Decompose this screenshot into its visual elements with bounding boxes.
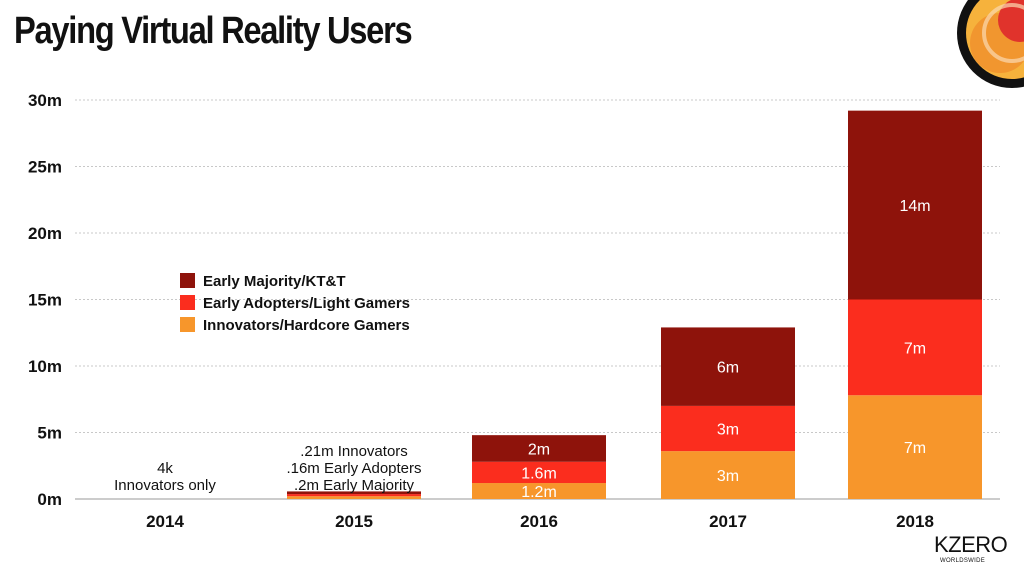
bar-segment — [848, 395, 982, 499]
y-tick-label: 15m — [28, 291, 62, 310]
y-tick-label: 20m — [28, 224, 62, 243]
bar-segment — [661, 451, 795, 499]
bar-segment — [472, 435, 606, 462]
kzero-emblem-icon — [957, 0, 1024, 88]
bar-value-label: 14m — [899, 198, 930, 215]
x-tick-label: 2015 — [335, 512, 373, 531]
kzero-logo: KZERO WORLDSWIDE — [934, 532, 1008, 564]
bar-segment — [848, 299, 982, 396]
logo-subtext: WORLDSWIDE — [940, 558, 985, 564]
bar-value-label: 3m — [717, 422, 739, 439]
bar-segment — [287, 496, 421, 499]
chart-title: Paying Virtual Reality Users — [14, 10, 413, 52]
bar-annotation: Innovators only — [114, 477, 216, 494]
x-tick-label: 2018 — [896, 512, 934, 531]
bar-annotation: 4k — [157, 460, 173, 477]
bar-annotation: .16m Early Adopters — [286, 460, 421, 477]
legend-swatch — [180, 295, 195, 310]
bar-value-label: 7m — [904, 440, 926, 457]
bar-segment — [287, 491, 421, 495]
bar-segment — [287, 494, 421, 497]
bar-value-label: 3m — [717, 468, 739, 485]
bar-segment — [661, 405, 795, 452]
bar-value-label: 1.6m — [521, 465, 557, 482]
bar-segment — [661, 327, 795, 406]
x-tick-label: 2017 — [709, 512, 747, 531]
x-tick-label: 2014 — [146, 512, 184, 531]
bar-value-label: 2m — [528, 441, 550, 458]
bar-segment — [848, 110, 982, 300]
y-tick-label: 5m — [37, 424, 62, 443]
bar-annotation: .21m Innovators — [300, 443, 408, 460]
logo-text: KZERO — [934, 532, 1008, 557]
y-tick-label: 0m — [37, 490, 62, 509]
legend-label: Early Majority/KT&T — [203, 273, 346, 290]
bar-segment — [472, 483, 606, 499]
legend-swatch — [180, 273, 195, 288]
bar-value-label: 6m — [717, 360, 739, 377]
bar-value-label: 7m — [904, 340, 926, 357]
y-tick-label: 25m — [28, 158, 62, 177]
bar-annotation: .2m Early Majority — [294, 477, 415, 494]
bar-value-label: 1.2m — [521, 484, 557, 501]
bar-segment — [472, 461, 606, 484]
legend-swatch — [180, 317, 195, 332]
legend-label: Early Adopters/Light Gamers — [203, 295, 410, 312]
x-tick-label: 2016 — [520, 512, 558, 531]
legend-label: Innovators/Hardcore Gamers — [203, 317, 410, 334]
y-tick-label: 10m — [28, 357, 62, 376]
y-tick-label: 30m — [28, 91, 62, 110]
